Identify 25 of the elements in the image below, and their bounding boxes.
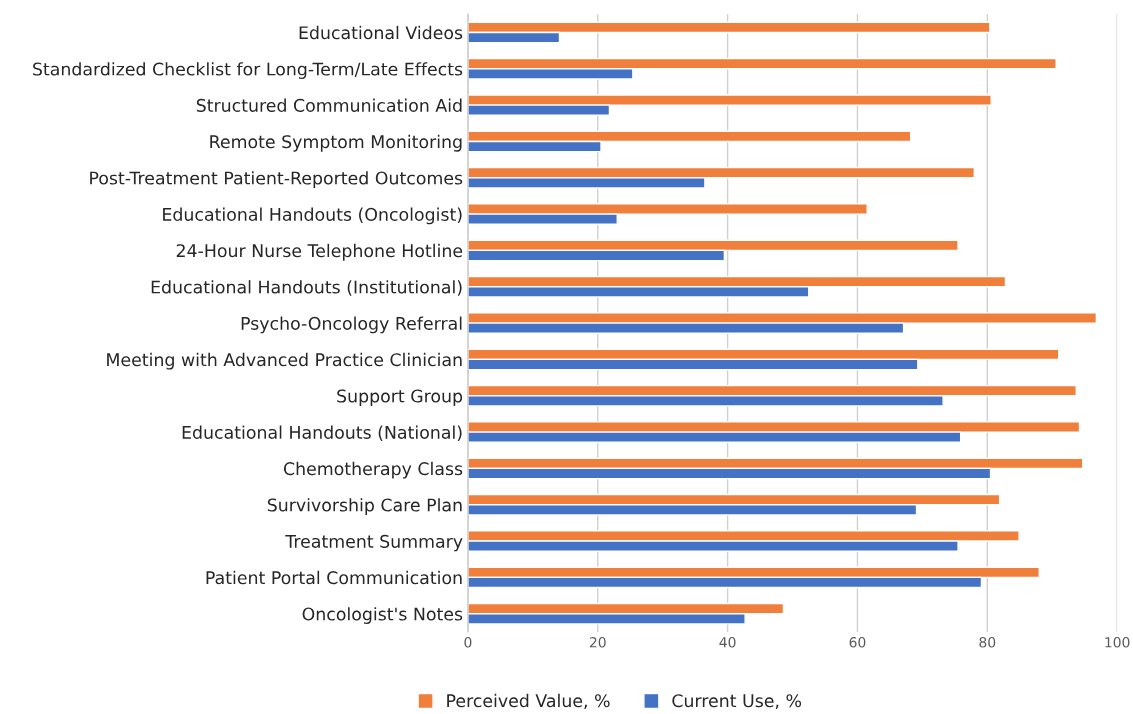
y-tick-label: Survivorship Care Plan — [267, 498, 462, 515]
y-tick-label: Support Group — [337, 389, 463, 406]
y-tick-label: Educational Handouts (Oncologist) — [163, 207, 462, 225]
y-tick-label: 24-Hour Nurse Telephone Hotline — [176, 243, 463, 261]
y-tick-label: Treatment Summary — [285, 534, 463, 552]
y-tick-label: Educational Handouts (National) — [182, 425, 462, 441]
x-tick-label: 40 — [719, 637, 736, 648]
y-tick-label: Remote Symptom Monitoring — [210, 134, 462, 152]
x-tick-label: 100 — [1105, 637, 1130, 648]
y-tick-label: Structured Communication Aid — [196, 98, 462, 112]
y-tick-label: Patient Portal Communication — [206, 570, 462, 585]
y-tick-label: Chemotherapy Class — [283, 461, 463, 479]
legend-label: Current Use, % — [672, 694, 802, 710]
y-tick-label: Post-Treatment Patient-Reported Outcomes — [90, 171, 463, 188]
x-tick-label: 20 — [589, 637, 606, 648]
y-tick-label: Meeting with Advanced Practice Clinician — [107, 352, 462, 370]
y-tick-label: Standardized Checklist for Long-Term/Late Effects — [33, 62, 463, 79]
y-tick-label: Educational Videos — [299, 25, 463, 40]
legend-label: Perceived Value, % — [447, 693, 610, 710]
x-tick-label: 60 — [849, 637, 866, 648]
y-tick-label: Oncologist's Notes — [302, 607, 463, 624]
x-tick-label: 0 — [464, 637, 472, 648]
y-tick-label: Educational Handouts (Institutional) — [151, 280, 462, 296]
x-tick-label: 80 — [979, 637, 996, 648]
y-tick-label: Psycho-Oncology Referral — [241, 316, 462, 334]
